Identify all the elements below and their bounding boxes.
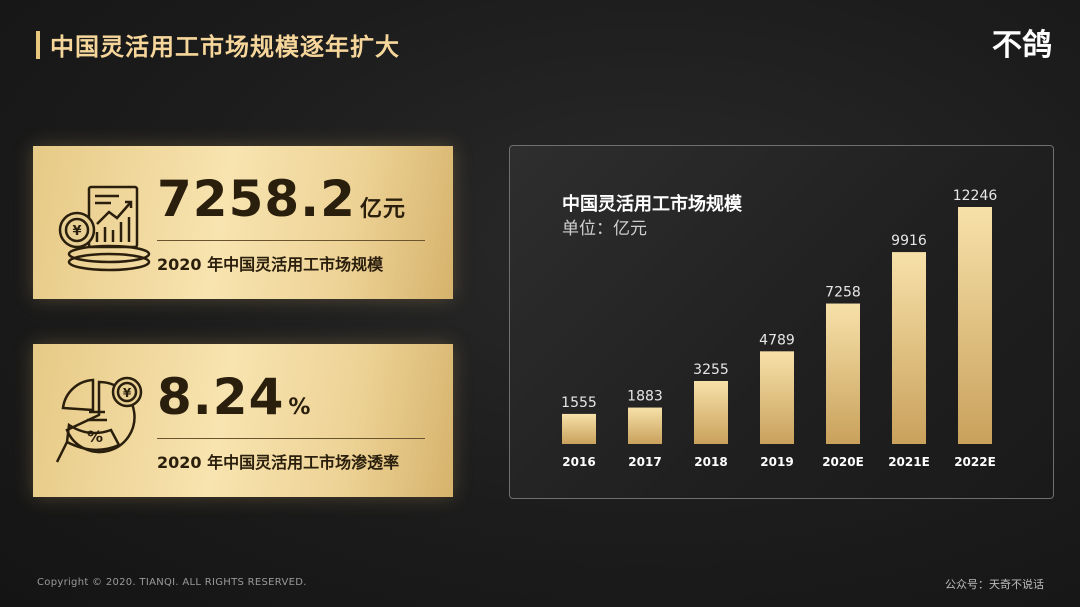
svg-text:¥: ¥: [123, 386, 132, 400]
page-title: 中国灵活用工市场规模逐年扩大: [50, 33, 400, 61]
data-label-2020E: 7258: [825, 285, 861, 301]
brand-logo: 不鸽: [992, 28, 1052, 63]
bar-chart: 1555 2016 1883 2017 3255 2018 4789 2019 7258 2020…: [561, 188, 998, 469]
data-label-2016: 1555: [561, 395, 597, 411]
data-label-2022E: 12246: [953, 188, 998, 204]
tick-label-2019: 2019: [760, 455, 793, 469]
card-divider: [157, 438, 425, 439]
svg-text:¥: ¥: [72, 224, 81, 239]
card-divider: [157, 240, 425, 241]
bar-2019: [760, 351, 794, 444]
bar-2020E: [826, 303, 860, 444]
account-text: 公众号：天奇不说话: [945, 578, 1044, 591]
bar-2022E: [958, 207, 992, 444]
tick-label-2018: 2018: [694, 455, 727, 469]
svg-text:%: %: [87, 427, 103, 446]
bar-2018: [694, 381, 728, 444]
data-label-2019: 4789: [759, 332, 795, 348]
tick-label-2017: 2017: [628, 455, 661, 469]
data-label-2018: 3255: [693, 362, 729, 378]
tick-label-2022E: 2022E: [954, 455, 996, 469]
copyright-text: Copyright © 2020. TIANQI. ALL RIGHTS RES…: [37, 577, 307, 588]
penetration-value: 8.24%: [157, 368, 312, 426]
pie-percent-icon: ¥ %: [55, 376, 143, 463]
market-size-card: ¥ 7258.2 亿元 2020 年中国灵活用工市场规模: [33, 146, 453, 299]
title-block: 中国灵活用工市场规模逐年扩大: [36, 27, 400, 62]
tick-label-2020E: 2020E: [822, 455, 864, 469]
title-accent-bar: [36, 30, 40, 59]
penetration-card: ¥ % 8.24% 2020 年中国灵活用工市场渗透率: [33, 344, 453, 497]
chart-unit-label: 单位：亿元: [562, 219, 647, 239]
bar-2021E: [892, 252, 926, 444]
market-size-value: 7258.2 亿元: [157, 170, 406, 228]
money-chart-icon: ¥: [58, 185, 151, 272]
market-size-caption: 2020 年中国灵活用工市场规模: [157, 255, 384, 274]
penetration-caption: 2020 年中国灵活用工市场渗透率: [157, 453, 400, 472]
data-label-2021E: 9916: [891, 233, 927, 249]
data-label-2017: 1883: [627, 389, 663, 405]
chart-panel: 中国灵活用工市场规模 单位：亿元 1555 2016 1883 2017 3255 201…: [509, 145, 1054, 499]
bar-2016: [562, 413, 596, 444]
tick-label-2016: 2016: [562, 455, 595, 469]
bar-2017: [628, 407, 662, 444]
chart-title: 中国灵活用工市场规模: [562, 194, 742, 215]
tick-label-2021E: 2021E: [888, 455, 930, 469]
